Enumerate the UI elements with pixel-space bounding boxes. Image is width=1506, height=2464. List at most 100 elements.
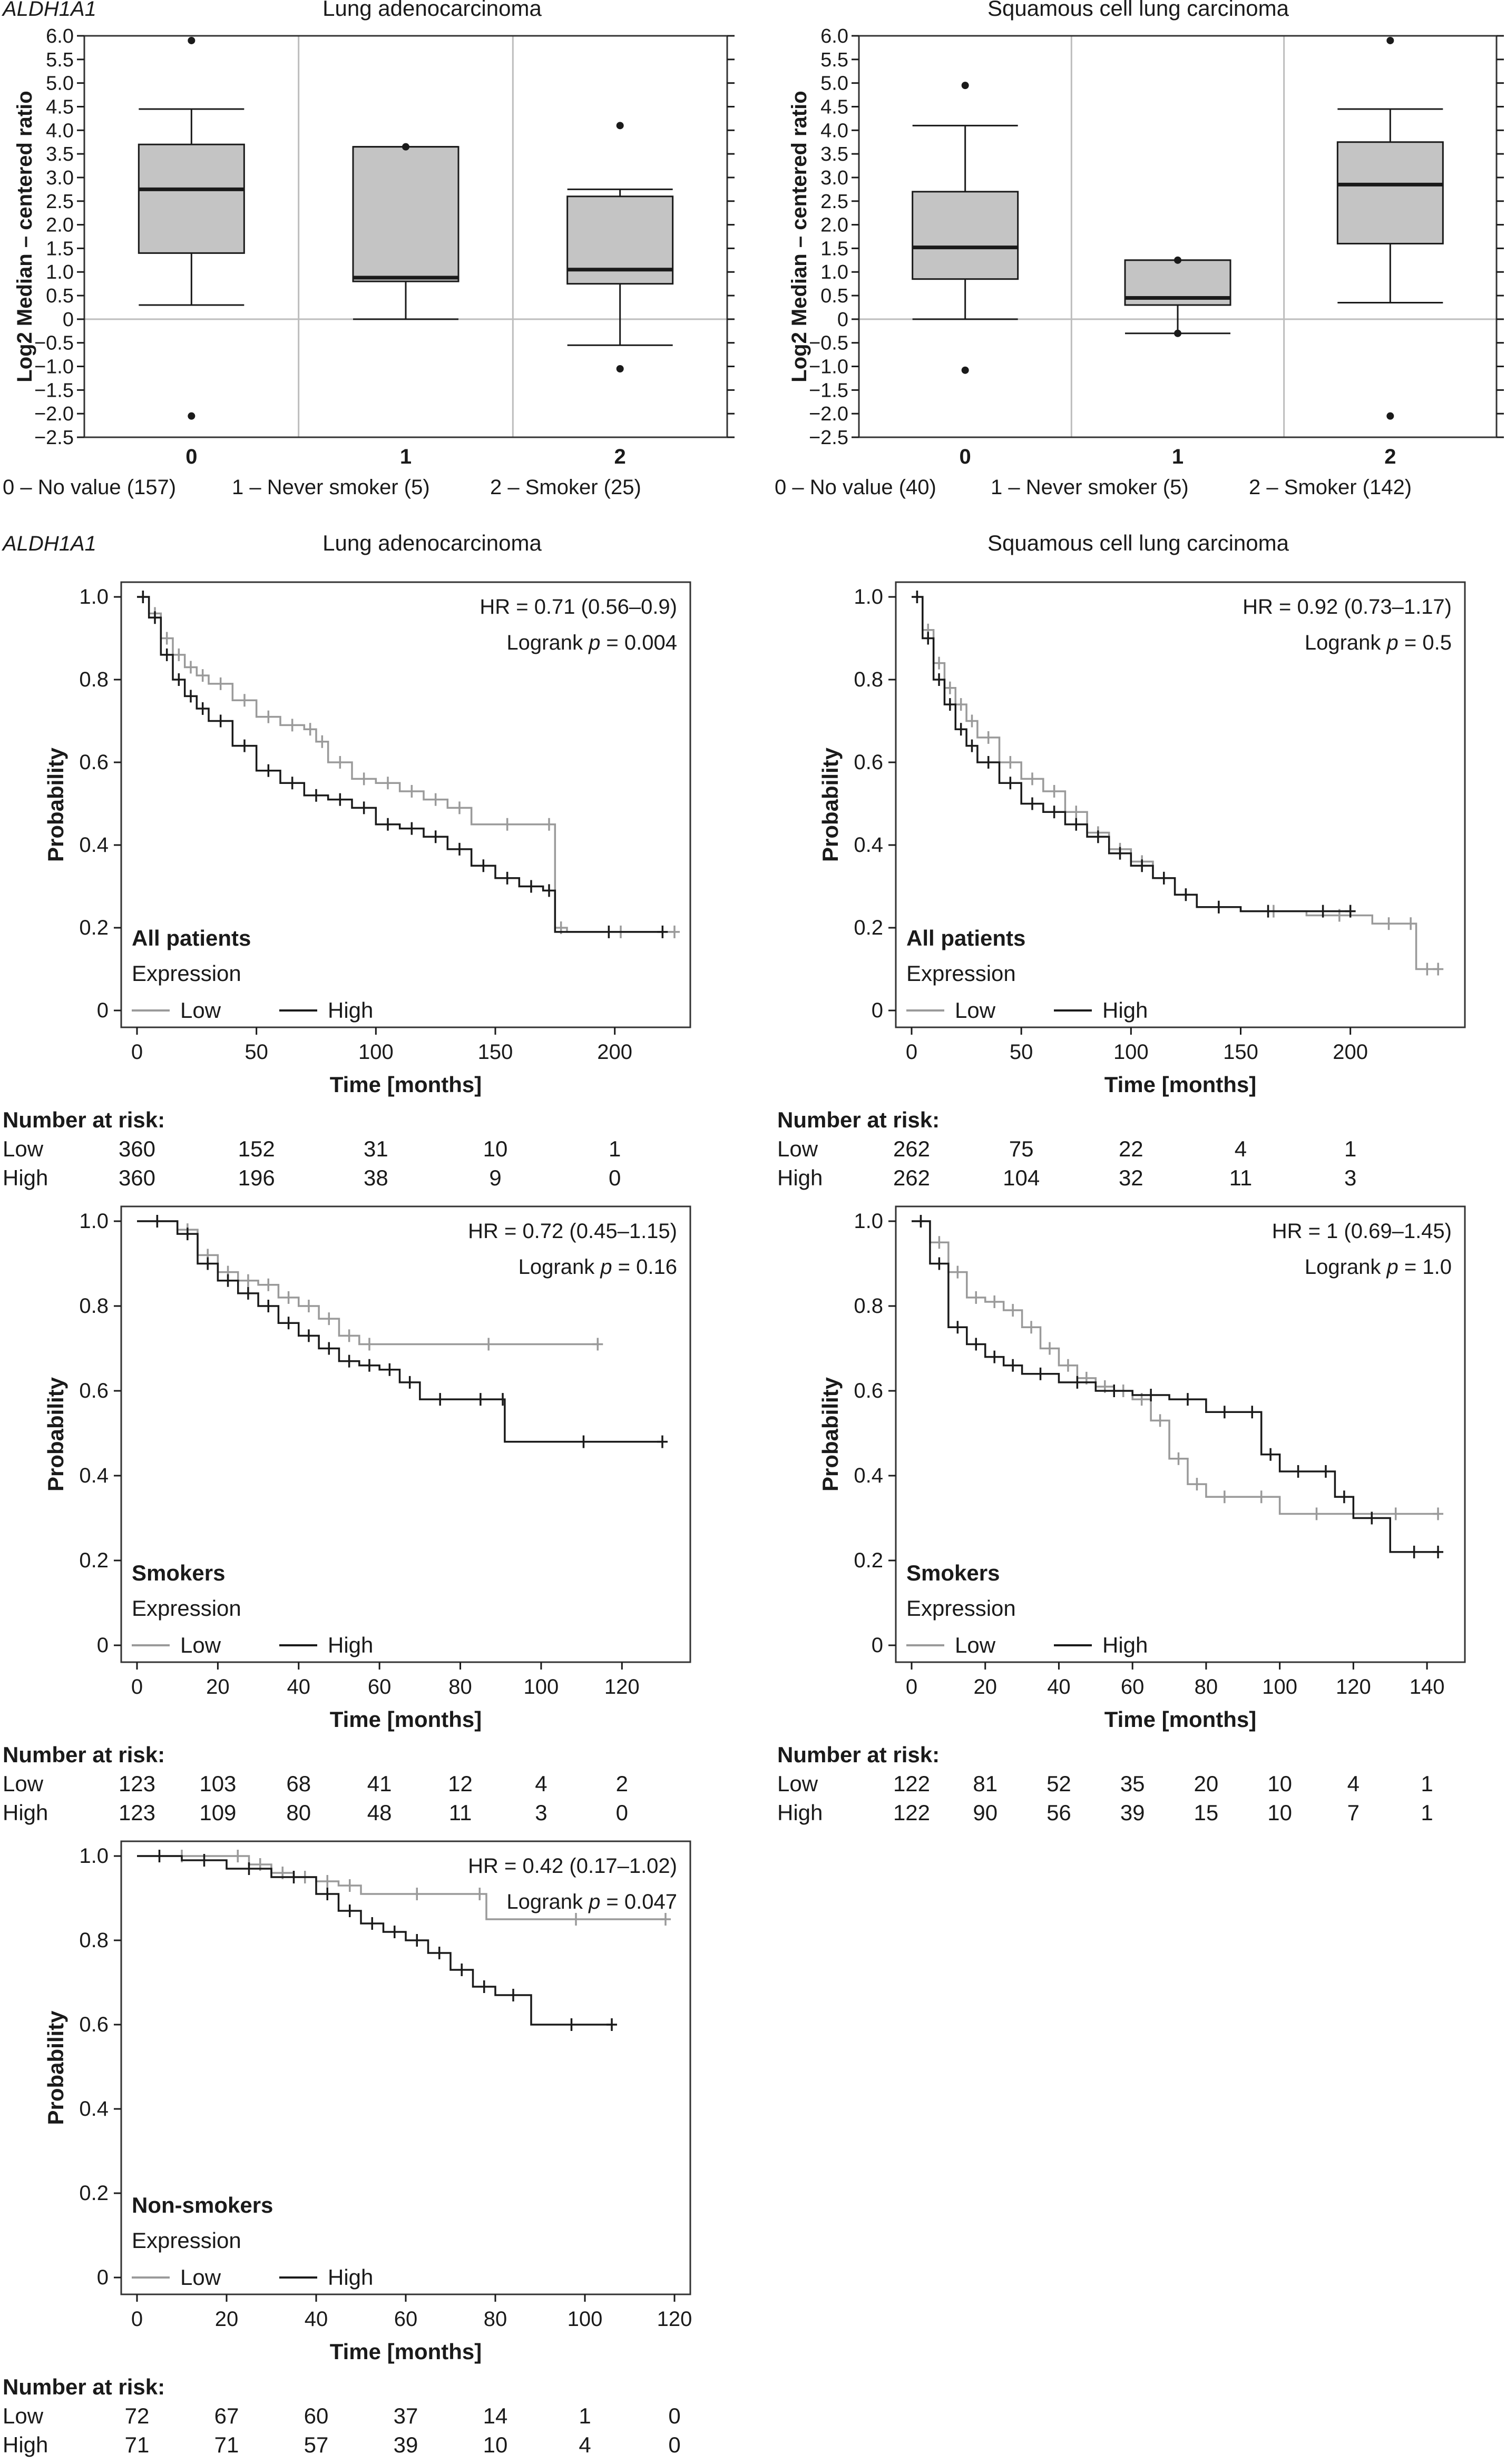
y-tick-label: 0.8 xyxy=(854,668,883,691)
risk-count: 1 xyxy=(1421,1800,1433,1825)
risk-count: 20 xyxy=(1194,1771,1219,1796)
x-tick-label: 40 xyxy=(287,1675,311,1699)
y-axis-label: Log2 Median – centered ratio xyxy=(788,91,811,382)
y-tick-label: 0.2 xyxy=(854,1549,883,1572)
risk-count: 15 xyxy=(1194,1800,1219,1825)
y-tick-label: 0 xyxy=(837,309,848,331)
y-tick-label: 2.0 xyxy=(46,214,74,237)
outlier-point xyxy=(961,82,969,90)
risk-count: 35 xyxy=(1120,1771,1145,1796)
risk-count: 38 xyxy=(364,1165,388,1190)
risk-row-label: High xyxy=(777,1800,823,1825)
risk-count: 0 xyxy=(609,1165,621,1190)
logrank-p: Logrank p = 0.16 xyxy=(519,1255,677,1279)
outlier-point xyxy=(616,365,624,373)
box xyxy=(912,191,1019,280)
y-tick-label: 0.8 xyxy=(854,1294,883,1318)
x-axis-label: Time [months] xyxy=(330,1707,482,1732)
y-tick-label: 0 xyxy=(97,1634,109,1657)
x-tick-label: 0 xyxy=(131,1040,143,1064)
risk-row-label: High xyxy=(3,1165,48,1190)
risk-count: 9 xyxy=(489,1165,501,1190)
survival-curve-high xyxy=(137,596,663,933)
y-tick-label: −2.0 xyxy=(34,403,74,425)
risk-count: 104 xyxy=(1003,1165,1040,1190)
risk-count: 4 xyxy=(579,2432,591,2457)
x-tick-label: 20 xyxy=(973,1675,997,1699)
risk-count: 11 xyxy=(449,1800,472,1825)
risk-count: 122 xyxy=(893,1800,930,1825)
x-tick-label: 40 xyxy=(305,2308,328,2331)
risk-table-title: Number at risk: xyxy=(777,1742,940,1767)
y-tick-label: 0.5 xyxy=(820,285,848,307)
risk-count: 71 xyxy=(214,2432,239,2457)
y-axis-label: Probability xyxy=(43,2010,68,2125)
hazard-ratio: HR = 0.92 (0.73–1.17) xyxy=(1243,595,1452,619)
legend-label-high: High xyxy=(328,998,373,1023)
logrank-p: Logrank p = 0.5 xyxy=(1305,631,1452,654)
y-tick-label: 0 xyxy=(97,2266,109,2289)
legend-label-high: High xyxy=(1102,998,1148,1023)
y-tick-label: 0.2 xyxy=(854,916,883,939)
risk-row-label: Low xyxy=(3,1771,44,1796)
y-axis-label: Log2 Median – centered ratio xyxy=(13,91,36,382)
survival-curve-high xyxy=(137,1855,612,2026)
category-label: 1 – Never smoker (5) xyxy=(232,476,430,499)
x-tick-label: 60 xyxy=(1121,1675,1145,1699)
y-tick-label: 1.0 xyxy=(79,585,109,608)
risk-count: 90 xyxy=(973,1800,998,1825)
risk-count: 1 xyxy=(609,1136,621,1161)
gene-label: ALDH1A1 xyxy=(2,532,96,555)
y-tick-label: 4.5 xyxy=(46,96,74,118)
outlier-point xyxy=(1386,412,1394,420)
y-tick-label: 4.0 xyxy=(46,120,74,142)
risk-count: 262 xyxy=(893,1136,930,1161)
risk-count: 3 xyxy=(1344,1165,1356,1190)
x-tick-label: 150 xyxy=(478,1040,513,1064)
legend-label-low: Low xyxy=(955,998,996,1023)
legend-label-low: Low xyxy=(955,1633,996,1657)
y-tick-label: −2.5 xyxy=(809,427,848,449)
risk-row-label: High xyxy=(3,1800,48,1825)
y-tick-label: 5.0 xyxy=(820,73,848,95)
plot-frame xyxy=(858,35,1498,438)
x-tick-label: 200 xyxy=(1333,1040,1368,1064)
risk-count: 22 xyxy=(1119,1136,1143,1161)
x-tick-label: 60 xyxy=(368,1675,392,1699)
risk-table-title: Number at risk: xyxy=(3,1742,165,1767)
risk-row-label: Low xyxy=(777,1771,818,1796)
x-tick-label: 200 xyxy=(597,1040,632,1064)
km-title: Lung adenocarcinoma xyxy=(322,531,542,555)
y-tick-label: 0.5 xyxy=(46,285,74,307)
x-axis-label: Time [months] xyxy=(330,1072,482,1097)
y-tick-label: 1.5 xyxy=(46,238,74,260)
risk-row-label: High xyxy=(3,2432,48,2457)
outlier-point xyxy=(1174,256,1181,264)
category-tick-label: 2 xyxy=(1384,445,1396,468)
x-tick-label: 0 xyxy=(131,2308,143,2331)
risk-count: 4 xyxy=(1347,1771,1360,1796)
y-tick-label: 1.0 xyxy=(46,261,74,283)
legend-title: Expression xyxy=(906,1596,1016,1621)
risk-count: 123 xyxy=(119,1800,155,1825)
y-tick-label: 3.0 xyxy=(46,167,74,189)
patient-group-label: Smokers xyxy=(132,1560,225,1585)
risk-count: 1 xyxy=(1421,1771,1433,1796)
risk-count: 10 xyxy=(483,1136,508,1161)
hazard-ratio: HR = 0.71 (0.56–0.9) xyxy=(480,595,677,619)
risk-count: 0 xyxy=(616,1800,628,1825)
survival-curve-high xyxy=(912,596,1351,912)
risk-count: 7 xyxy=(1347,1800,1360,1825)
km-title: Squamous cell lung carcinoma xyxy=(987,531,1289,555)
x-tick-label: 140 xyxy=(1410,1675,1445,1699)
risk-count: 123 xyxy=(119,1771,155,1796)
risk-count: 67 xyxy=(214,2403,239,2428)
boxplot-title: Lung adenocarcinoma xyxy=(322,0,542,21)
risk-count: 57 xyxy=(304,2432,329,2457)
y-tick-label: 4.5 xyxy=(820,96,848,118)
category-tick-label: 0 xyxy=(960,445,971,468)
y-tick-label: 0.8 xyxy=(79,1294,109,1318)
legend-title: Expression xyxy=(132,2228,241,2253)
risk-count: 109 xyxy=(199,1800,236,1825)
